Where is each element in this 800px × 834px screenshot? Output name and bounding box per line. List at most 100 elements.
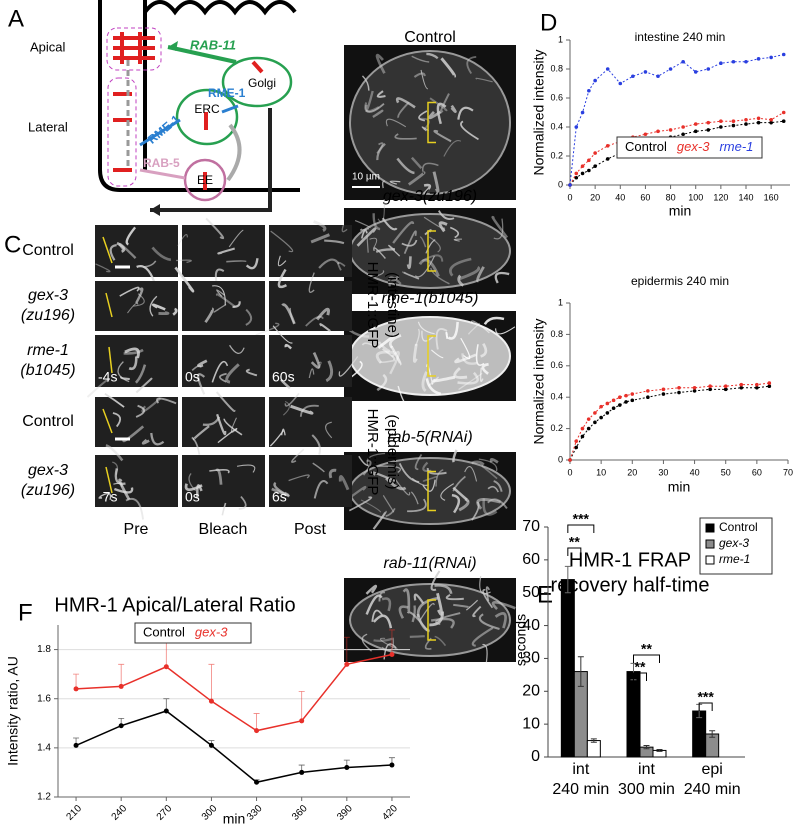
data-point (389, 651, 395, 657)
row-label: (b1045) (20, 362, 75, 379)
row-label: Control (22, 413, 74, 430)
texture (493, 218, 504, 240)
texture (429, 236, 441, 253)
texture (378, 591, 386, 602)
row-label: gex-3 (28, 287, 68, 304)
data-point (254, 728, 260, 734)
texture (310, 233, 330, 244)
bracket (427, 101, 436, 144)
significance-label: ** (569, 534, 580, 550)
texture (417, 321, 435, 335)
legend-entry: gex-3 (195, 624, 228, 639)
texture (382, 348, 396, 361)
texture (360, 499, 382, 513)
texture (277, 268, 287, 289)
data-point (574, 445, 579, 450)
label: EE (197, 173, 213, 187)
bracket (427, 470, 436, 512)
texture (218, 372, 227, 383)
texture (381, 597, 392, 612)
marker-label: (epidermis) (384, 414, 401, 489)
texture (209, 469, 230, 474)
data-point (767, 384, 772, 389)
texture (284, 392, 300, 407)
texture (226, 260, 247, 263)
texture (453, 603, 471, 609)
texture (172, 307, 178, 316)
series-line (75, 710, 392, 784)
texture (354, 220, 371, 229)
texture (445, 593, 464, 601)
data-point (630, 398, 635, 403)
y-axis-label: seconds (513, 614, 529, 666)
texture (410, 491, 419, 505)
texture (457, 106, 474, 120)
data-point (731, 59, 736, 64)
data-point (681, 59, 685, 64)
data-point (744, 59, 748, 64)
arrowhead (150, 204, 160, 216)
data-point (118, 683, 124, 689)
texture (362, 459, 372, 476)
chart-title: recovery half-time (551, 574, 710, 596)
embryo (349, 583, 511, 657)
texture (389, 180, 401, 185)
data-point (593, 78, 597, 83)
texture (411, 55, 430, 63)
texture (228, 229, 244, 248)
texture (211, 361, 229, 383)
data-point (208, 698, 214, 704)
texture (318, 258, 340, 269)
texture (341, 224, 348, 233)
data-point (163, 664, 169, 670)
bar (586, 740, 601, 758)
texture (478, 613, 500, 631)
texture (133, 293, 145, 307)
texture (308, 272, 315, 293)
x-tick-label: 0 (567, 192, 572, 202)
texture (487, 498, 508, 509)
data-point (618, 395, 622, 400)
texture (150, 432, 165, 446)
texture (381, 217, 398, 231)
data-point (580, 426, 585, 431)
y-tick-label: 40 (522, 617, 540, 634)
data-point (719, 125, 723, 129)
error-bar (577, 656, 584, 687)
y-axis-label: Normalized intensity (531, 49, 547, 175)
x-tick-label: epi (701, 761, 722, 778)
texture (348, 496, 373, 512)
arrow (167, 45, 237, 64)
data-point (574, 125, 579, 129)
series-line (569, 54, 784, 186)
texture (449, 226, 460, 239)
data-point (73, 686, 79, 692)
data-point (574, 439, 579, 443)
texture (365, 102, 385, 113)
texture (409, 635, 425, 638)
texture (493, 480, 503, 492)
x-tick-label: int (572, 761, 589, 778)
data-point (693, 122, 698, 126)
data-point (593, 411, 597, 415)
texture (406, 256, 412, 270)
texture (277, 255, 287, 267)
timestamp: 0s (185, 489, 200, 505)
texture (402, 271, 420, 280)
texture (197, 359, 208, 368)
x-tick-label: 30 (658, 467, 668, 477)
data-point (624, 400, 628, 404)
significance-label: ** (635, 659, 646, 675)
texture (394, 133, 417, 140)
data-point (706, 128, 711, 132)
data-point (599, 415, 603, 420)
texture (289, 307, 295, 324)
x-tick-label: 10 (596, 467, 606, 477)
texture (377, 199, 385, 223)
texture (395, 97, 416, 109)
legend-entry: rme-1 (719, 139, 753, 154)
apical-box (106, 27, 162, 71)
micrograph (95, 225, 178, 277)
x-tick-label: 100 (688, 192, 703, 202)
texture (402, 588, 411, 612)
